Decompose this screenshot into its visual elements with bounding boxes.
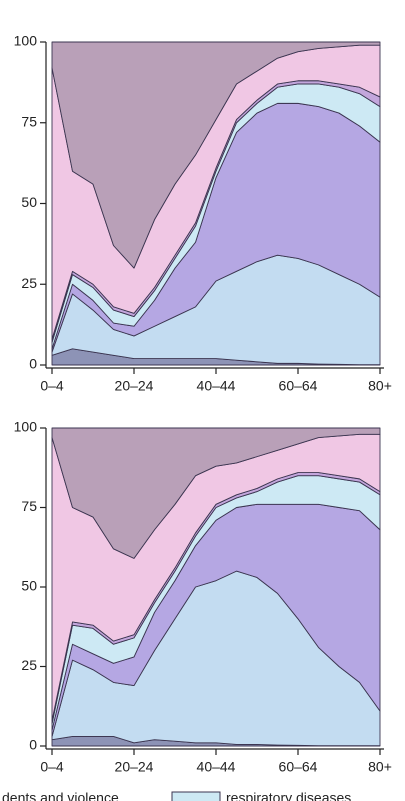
x-tick-label: 60–64 xyxy=(279,378,318,394)
y-tick-label: 25 xyxy=(21,275,37,291)
y-tick-label: 75 xyxy=(21,498,37,514)
x-tick-label: 0–4 xyxy=(40,378,64,394)
x-tick-label: 40–44 xyxy=(197,378,236,394)
y-tick-label: 100 xyxy=(14,419,38,435)
x-tick-label: 20–24 xyxy=(115,378,154,394)
x-tick-label: 60–64 xyxy=(279,759,318,775)
area xyxy=(51,41,381,269)
y-tick-label: 75 xyxy=(21,113,37,129)
y-tick-label: 25 xyxy=(21,657,37,673)
x-tick-label: 40–44 xyxy=(197,759,236,775)
legend-label: dents and violence xyxy=(2,790,119,801)
x-tick-label: 80+ xyxy=(368,378,392,394)
y-tick-label: 0 xyxy=(29,356,37,372)
y-tick-label: 50 xyxy=(21,578,37,594)
y-tick-label: 50 xyxy=(21,194,37,210)
y-tick-label: 100 xyxy=(14,33,38,49)
x-tick-label: 20–24 xyxy=(115,759,154,775)
x-tick-label: 80+ xyxy=(368,759,392,775)
x-tick-label: 0–4 xyxy=(40,759,64,775)
y-tick-label: 0 xyxy=(29,737,37,753)
area xyxy=(51,427,381,559)
legend-label: respiratory diseases xyxy=(226,790,351,801)
legend-swatch xyxy=(171,791,221,801)
